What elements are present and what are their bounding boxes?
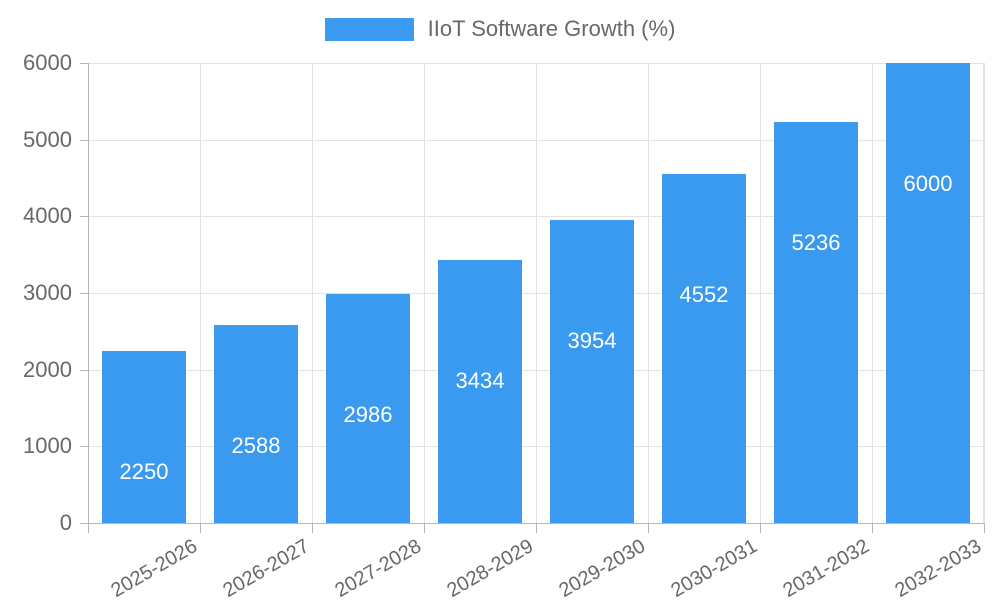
chart-legend: IIoT Software Growth (%) xyxy=(0,12,1000,46)
x-axis-tick xyxy=(760,524,761,533)
x-axis-tick xyxy=(88,524,89,533)
y-axis-tick xyxy=(80,139,88,141)
gridline-vertical xyxy=(872,63,873,523)
gridline-vertical xyxy=(760,63,761,523)
gridline-vertical xyxy=(200,63,201,523)
y-axis-tick-label: 6000 xyxy=(23,50,72,75)
x-axis-tick-label: 2025-2026 xyxy=(107,535,202,602)
x-axis-tick xyxy=(312,524,313,533)
bar[interactable] xyxy=(774,121,858,523)
x-axis-tick-label: 2026-2027 xyxy=(219,535,314,602)
x-axis-tick-label: 2028-2029 xyxy=(443,535,538,602)
x-axis-tick xyxy=(536,524,537,533)
x-axis-tick-label: 2032-2033 xyxy=(891,535,986,602)
y-axis-tick-label: 5000 xyxy=(23,126,72,152)
x-axis-tick-label: 2031-2032 xyxy=(779,535,874,602)
bar[interactable] xyxy=(662,174,746,523)
x-axis-tick xyxy=(424,524,425,533)
y-axis-line xyxy=(88,63,89,523)
legend-swatch-icon xyxy=(324,17,414,41)
bar-value-label: 5236 xyxy=(791,229,841,255)
gridline-vertical xyxy=(312,63,313,523)
y-axis-tick-label: 1000 xyxy=(23,433,72,459)
gridline-vertical xyxy=(984,63,985,523)
bar[interactable] xyxy=(550,219,634,523)
y-axis-tick xyxy=(80,523,88,524)
x-axis-tick-label: 2029-2030 xyxy=(555,535,650,602)
bar-value-label: 3434 xyxy=(455,367,505,393)
x-axis-tick xyxy=(984,524,985,533)
bar-value-label: 3954 xyxy=(567,327,617,353)
plot-area: 2250 2588 2986 3434 3954 4552 5236 6000 xyxy=(88,63,985,524)
bar-value-label: 6000 xyxy=(903,171,953,196)
y-axis-tick xyxy=(80,216,88,218)
x-axis-tick xyxy=(648,524,649,533)
x-axis-tick xyxy=(872,524,873,533)
bar-value-label: 2986 xyxy=(343,402,393,428)
y-axis-tick-label: 3000 xyxy=(23,280,72,305)
gridline-vertical xyxy=(536,63,537,523)
x-axis-line xyxy=(88,523,985,524)
bar[interactable] xyxy=(214,324,298,523)
legend-label: IIoT Software Growth (%) xyxy=(427,16,676,41)
legend-item-iiot-software-growth[interactable]: IIoT Software Growth (%) xyxy=(324,16,676,41)
bar-value-label: 2588 xyxy=(231,432,281,458)
x-axis-tick-label: 2027-2028 xyxy=(331,535,426,602)
y-axis-tick-label: 4000 xyxy=(23,203,72,229)
y-axis-tick xyxy=(80,369,88,371)
bar-value-label: 2250 xyxy=(119,458,169,484)
bar[interactable] xyxy=(438,259,522,523)
x-axis-tick xyxy=(200,524,201,533)
y-axis-tick xyxy=(80,63,88,64)
bar-value-label: 4552 xyxy=(679,282,729,307)
x-axis-tick-label: 2030-2031 xyxy=(667,535,762,602)
gridline-vertical xyxy=(648,63,649,523)
y-axis-tick-label: 2000 xyxy=(23,356,72,382)
y-axis-tick xyxy=(80,446,88,448)
bar[interactable] xyxy=(326,294,410,523)
y-axis-tick xyxy=(80,293,88,294)
bar[interactable] xyxy=(102,350,186,523)
bar[interactable] xyxy=(886,63,970,523)
gridline-vertical xyxy=(424,63,425,523)
y-axis-tick-label: 0 xyxy=(59,510,72,535)
